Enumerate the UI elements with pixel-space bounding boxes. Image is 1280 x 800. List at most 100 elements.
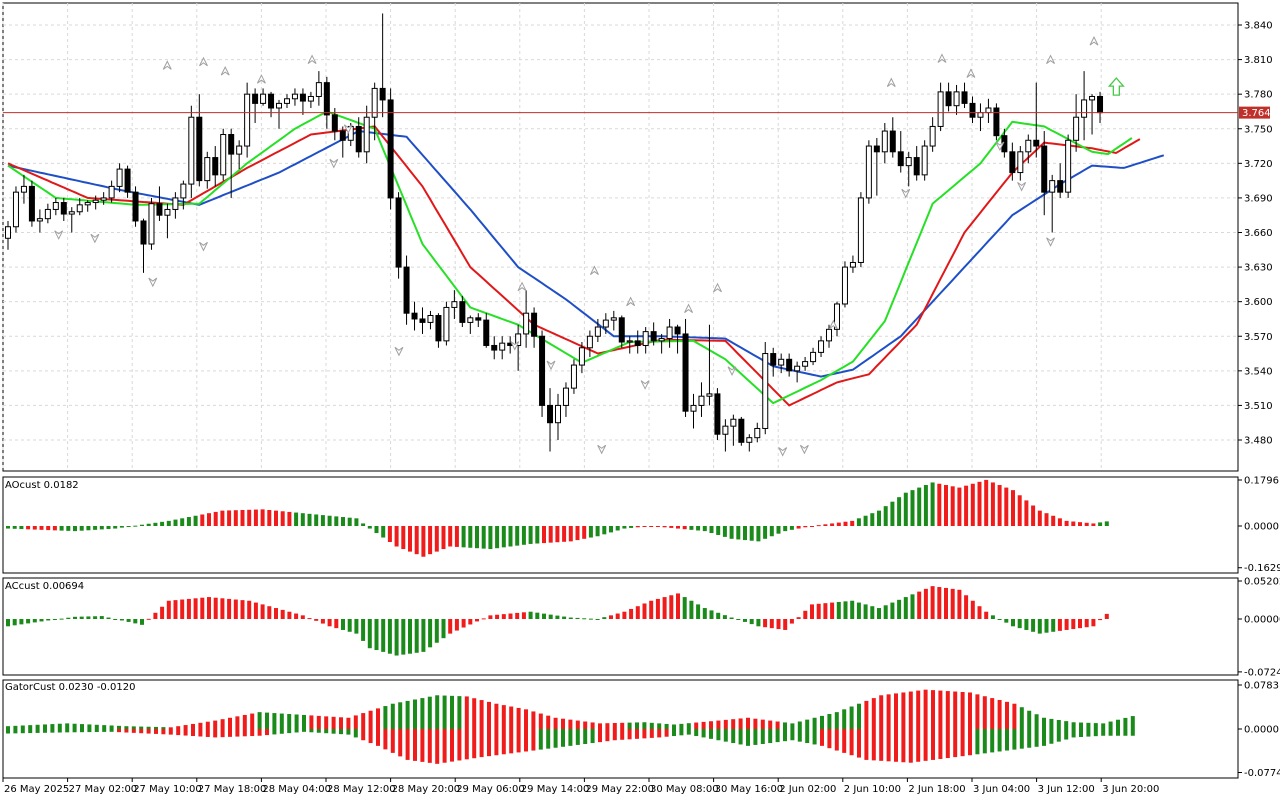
candle-body xyxy=(618,317,625,343)
ac-bar xyxy=(93,616,98,619)
ao-bar xyxy=(39,526,44,530)
gator-lower-bar xyxy=(975,729,980,755)
gator-lower-bar xyxy=(797,729,802,742)
ao-bar xyxy=(213,511,218,526)
gator-lower-bar xyxy=(612,729,617,741)
ac-bar xyxy=(387,619,392,654)
gator-lower-bar xyxy=(701,729,706,738)
price-tick-label: 3.630 xyxy=(1244,263,1273,274)
gator-lower-bar xyxy=(1056,729,1061,742)
ac-bar xyxy=(542,613,546,619)
price-candles[interactable] xyxy=(5,13,1104,452)
gator-upper-bar xyxy=(524,709,528,729)
ac-bar xyxy=(180,599,185,619)
candle-body xyxy=(371,87,378,118)
fractal-up-icon xyxy=(626,296,636,307)
candle-body xyxy=(331,114,338,132)
gator-upper-bar xyxy=(775,721,780,729)
ao-bar xyxy=(307,513,312,526)
ac-bar xyxy=(260,604,265,619)
gator-upper-bar xyxy=(1123,717,1128,729)
gator-lower-bar xyxy=(176,729,181,736)
gator-upper-bar xyxy=(1108,721,1113,729)
ac-bar xyxy=(903,597,908,619)
ac-bar xyxy=(307,618,312,620)
ao-bar xyxy=(609,526,613,533)
fractal-down-icon xyxy=(148,277,158,288)
candle-body xyxy=(1081,99,1088,118)
ao-bar xyxy=(1057,518,1062,526)
candle-body xyxy=(100,197,107,201)
gator-lower-bar xyxy=(65,729,70,733)
ao-bar xyxy=(408,526,412,552)
ao-bar xyxy=(890,501,895,526)
gator-lower-bar xyxy=(857,729,861,758)
ac-bar xyxy=(615,613,620,619)
gator-upper-bar xyxy=(768,720,773,729)
gator-upper-bar xyxy=(1019,707,1024,729)
gator-upper-bar xyxy=(953,691,958,729)
gator-upper-bar xyxy=(797,721,802,729)
gator-upper-bar xyxy=(1012,703,1017,729)
time-tick-label: 3 Jun 20:00 xyxy=(1102,784,1159,795)
ao-bar xyxy=(957,487,962,526)
fractal-down-icon xyxy=(1046,237,1056,247)
gator-lower-bar xyxy=(805,729,810,744)
gator-lower-bar xyxy=(420,729,425,762)
candle-body xyxy=(865,145,872,199)
fractal-up-icon xyxy=(1089,36,1099,46)
candle-body xyxy=(690,404,697,412)
gator-lower-bar xyxy=(265,729,269,736)
gator-lower-bar xyxy=(94,729,99,732)
axis-tick-label: 0.1796 xyxy=(1244,476,1279,487)
ac-bar xyxy=(890,602,895,619)
ao-bar xyxy=(796,526,801,529)
candle-body xyxy=(969,102,976,118)
ac-bar xyxy=(267,606,272,619)
candle-body xyxy=(786,358,793,372)
gator-upper-bar xyxy=(709,721,713,729)
gator-upper-bar xyxy=(834,712,839,729)
ac-bar xyxy=(930,586,935,619)
candle-body xyxy=(1025,139,1032,153)
time-tick-label: 30 May 08:00 xyxy=(650,784,719,795)
gator-lower-bar xyxy=(598,729,602,743)
ao-bar xyxy=(595,526,600,537)
ao-bar xyxy=(300,513,305,526)
gator-upper-bar xyxy=(1130,716,1135,729)
ac-bar xyxy=(207,597,211,619)
gator-lower-bar xyxy=(879,729,884,761)
ac-bar xyxy=(1078,619,1082,629)
ac-bar xyxy=(495,614,500,619)
ac-bar xyxy=(280,609,285,619)
candle-body xyxy=(857,197,864,263)
candle-body xyxy=(419,318,426,323)
candle-body xyxy=(1009,151,1016,174)
gator-upper-bar xyxy=(117,725,121,729)
gator-upper-bar xyxy=(723,719,728,729)
ao-bar xyxy=(59,526,64,531)
fractal-down-icon xyxy=(199,241,208,252)
gator-lower-bar xyxy=(649,729,654,738)
gator-upper-bar xyxy=(790,723,795,729)
panel-frame xyxy=(2,476,1239,574)
ac-bar xyxy=(655,598,660,619)
ac-bar xyxy=(66,617,71,619)
ao-bar xyxy=(930,482,935,526)
gator-upper-bar xyxy=(228,717,232,729)
gator-upper-bar xyxy=(635,722,639,729)
candle-body xyxy=(1065,139,1072,193)
candle-body xyxy=(403,266,410,314)
price-tick-label: 3.480 xyxy=(1244,436,1273,447)
ao-bar xyxy=(99,526,104,530)
ac-bar xyxy=(1044,619,1049,633)
gator-upper-bar xyxy=(1005,701,1009,729)
ao-bar xyxy=(166,520,171,526)
ac-bar xyxy=(870,606,875,619)
ac-bar xyxy=(381,619,386,652)
ac-bar xyxy=(186,598,191,619)
ac-bar xyxy=(146,618,151,620)
candle-body xyxy=(961,91,968,104)
ao-bar xyxy=(729,526,734,539)
